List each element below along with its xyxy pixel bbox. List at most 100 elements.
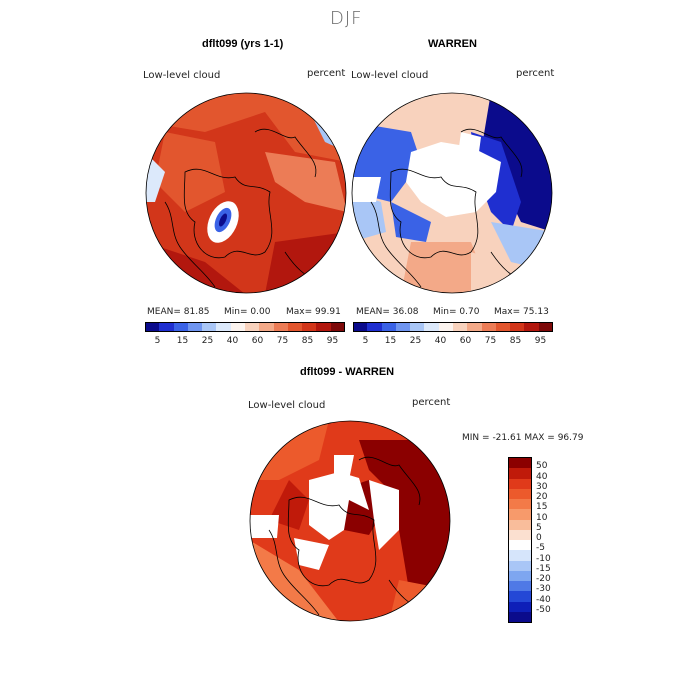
colorbar-swatch xyxy=(524,322,539,332)
colorbar-swatch xyxy=(259,322,274,332)
right-units-label: percent xyxy=(516,68,555,79)
diff-colorbar-ticks: 50 40 30 20 15 10 5 0 -5 -10 -15 -20 -30 -40 -50 xyxy=(536,457,576,621)
colorbar-swatch xyxy=(509,478,531,490)
colorbar-tick-label: 5 xyxy=(536,522,542,533)
colorbar-swatch xyxy=(302,322,317,332)
colorbar-swatch xyxy=(187,322,203,332)
colorbar-swatch xyxy=(509,519,531,531)
right-panel-title: WARREN xyxy=(428,38,477,50)
colorbar-swatch xyxy=(367,322,382,332)
left-max: Max= 99.91 xyxy=(286,307,341,317)
colorbar-tick-label: 30 xyxy=(536,481,548,492)
colorbar-tick-label: 85 xyxy=(301,336,314,346)
colorbar-swatch xyxy=(410,322,425,332)
colorbar-swatch xyxy=(509,591,531,602)
colorbar-tick-label: -10 xyxy=(536,553,551,564)
colorbar-swatch xyxy=(495,322,511,332)
diff-polar-map xyxy=(249,420,451,622)
colorbar-tick-label: -5 xyxy=(536,543,545,554)
colorbar-swatch xyxy=(509,540,531,551)
colorbar-swatch xyxy=(273,322,289,332)
colorbar-tick-label: 40 xyxy=(226,336,239,346)
colorbar-tick-label: -40 xyxy=(536,594,551,605)
colorbar-tick-label: 95 xyxy=(326,336,339,346)
colorbar-swatch xyxy=(509,560,531,572)
colorbar-swatch xyxy=(509,581,531,592)
colorbar-tick-label: 25 xyxy=(201,336,214,346)
colorbar-swatch xyxy=(510,322,525,332)
left-colorbar-ticks: 5 15 25 40 60 75 85 95 xyxy=(145,336,345,348)
colorbar-tick-label: 0 xyxy=(536,533,542,543)
colorbar-swatch xyxy=(481,322,497,332)
left-panel-title: dflt099 (yrs 1-1) xyxy=(202,38,284,50)
colorbar-swatch xyxy=(538,322,554,332)
colorbar-tick-label: -15 xyxy=(536,563,551,574)
colorbar-swatch xyxy=(509,488,531,500)
left-min: Min= 0.00 xyxy=(224,307,271,317)
right-colorbar-ticks: 5 15 25 40 60 75 85 95 xyxy=(353,336,553,348)
colorbar-tick-label: -20 xyxy=(536,574,551,584)
colorbar-swatch xyxy=(509,611,531,623)
diff-panel-title: dflt099 - WARREN xyxy=(300,366,395,378)
colorbar-tick-label: 75 xyxy=(484,336,497,346)
colorbar-tick-label: 5 xyxy=(154,336,161,346)
colorbar-swatch xyxy=(395,322,411,332)
colorbar-swatch xyxy=(159,322,174,332)
colorbar-tick-label: -50 xyxy=(536,604,551,615)
colorbar-tick-label: 85 xyxy=(509,336,522,346)
colorbar-swatch xyxy=(330,322,346,332)
colorbar-tick-label: 15 xyxy=(176,336,189,346)
colorbar-swatch xyxy=(509,509,531,520)
right-min: Min= 0.70 xyxy=(433,307,480,317)
colorbar-tick-label: 20 xyxy=(536,492,548,502)
colorbar-swatch xyxy=(424,322,439,332)
colorbar-swatch xyxy=(509,468,531,479)
colorbar-swatch xyxy=(287,322,303,332)
colorbar-swatch xyxy=(467,322,482,332)
left-mean: MEAN= 81.85 xyxy=(147,307,210,317)
colorbar-tick-label: 10 xyxy=(536,512,548,523)
colorbar-swatch xyxy=(245,322,260,332)
left-units-label: percent xyxy=(307,68,346,79)
diff-variable-label: Low-level cloud xyxy=(248,400,326,411)
diff-units-label: percent xyxy=(412,397,451,408)
colorbar-tick-label: 5 xyxy=(362,336,369,346)
colorbar-swatch xyxy=(381,322,397,332)
left-colorbar xyxy=(145,322,346,332)
colorbar-tick-label: -30 xyxy=(536,584,551,595)
colorbar-tick-label: 50 xyxy=(536,461,548,472)
right-max: Max= 75.13 xyxy=(494,307,549,317)
colorbar-swatch xyxy=(509,601,531,613)
season-title: DJF xyxy=(330,8,363,29)
colorbar-tick-label: 15 xyxy=(536,502,548,513)
right-colorbar xyxy=(353,322,554,332)
colorbar-swatch xyxy=(509,570,531,582)
colorbar-swatch xyxy=(509,499,531,510)
colorbar-swatch xyxy=(145,322,160,332)
diff-colorbar xyxy=(508,457,532,623)
colorbar-tick-label: 25 xyxy=(409,336,422,346)
colorbar-swatch xyxy=(438,322,454,332)
colorbar-swatch xyxy=(202,322,217,332)
colorbar-swatch xyxy=(453,322,468,332)
colorbar-swatch xyxy=(216,322,231,332)
colorbar-swatch xyxy=(509,529,531,541)
colorbar-swatch xyxy=(230,322,246,332)
colorbar-tick-label: 40 xyxy=(434,336,447,346)
colorbar-swatch xyxy=(509,458,531,469)
colorbar-tick-label: 95 xyxy=(534,336,547,346)
diff-min-max: MIN = -21.61 MAX = 96.79 xyxy=(462,433,584,443)
colorbar-tick-label: 40 xyxy=(536,471,548,482)
colorbar-swatch xyxy=(316,322,331,332)
colorbar-tick-label: 60 xyxy=(459,336,472,346)
right-variable-label: Low-level cloud xyxy=(351,70,429,81)
colorbar-tick-label: 75 xyxy=(276,336,289,346)
right-mean: MEAN= 36.08 xyxy=(356,307,419,317)
colorbar-swatch xyxy=(173,322,189,332)
colorbar-swatch xyxy=(509,550,531,561)
left-variable-label: Low-level cloud xyxy=(143,70,221,81)
left-polar-map xyxy=(145,92,347,294)
right-polar-map xyxy=(351,92,553,294)
colorbar-tick-label: 15 xyxy=(384,336,397,346)
colorbar-tick-label: 60 xyxy=(251,336,264,346)
